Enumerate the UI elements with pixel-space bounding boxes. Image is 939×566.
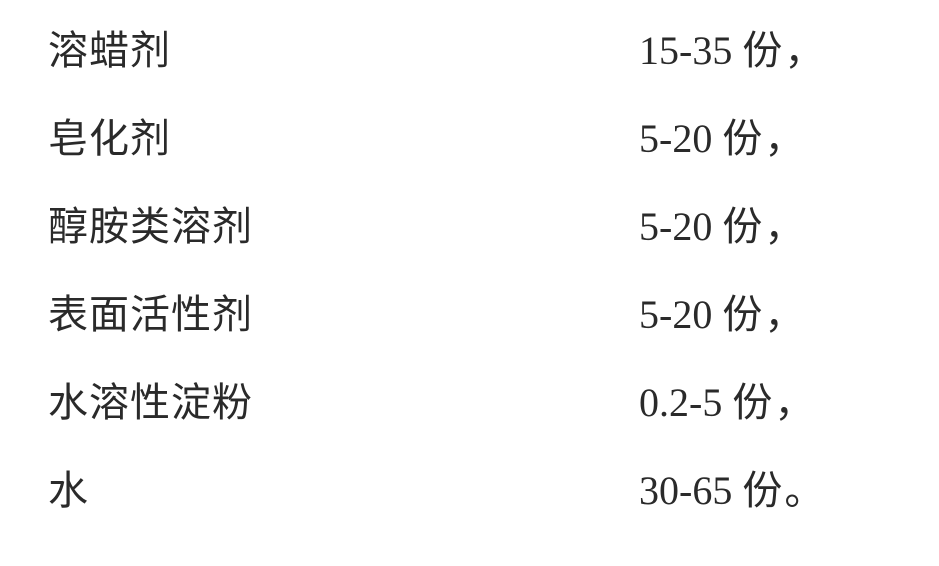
ingredient-amount: 15-35 份 xyxy=(639,18,782,76)
ingredient-amount: 5-20 份 xyxy=(639,106,762,164)
ingredient-amount: 30-65 份 xyxy=(639,458,782,516)
table-row: 水溶性淀粉 0.2-5 份 ， xyxy=(48,370,899,458)
ingredient-amount: 0.2-5 份 xyxy=(639,370,772,428)
punct: ， xyxy=(764,194,804,252)
punct: 。 xyxy=(784,458,824,516)
ingredient-amount-wrap: 5-20 份 ， xyxy=(639,282,899,340)
table-row: 表面活性剂 5-20 份 ， xyxy=(48,282,899,370)
ingredient-amount-wrap: 5-20 份 ， xyxy=(639,194,899,252)
ingredient-label: 溶蜡剂 xyxy=(48,18,171,76)
ingredient-amount-wrap: 5-20 份 ， xyxy=(639,106,899,164)
punct: ， xyxy=(784,18,824,76)
table-row: 水 30-65 份 。 xyxy=(48,458,899,546)
table-row: 溶蜡剂 15-35 份 ， xyxy=(48,18,899,106)
punct: ， xyxy=(764,106,804,164)
punct: ， xyxy=(764,282,804,340)
ingredient-label: 水溶性淀粉 xyxy=(48,370,253,428)
ingredient-label: 水 xyxy=(48,458,89,516)
ingredient-amount: 5-20 份 xyxy=(639,194,762,252)
table-row: 皂化剂 5-20 份 ， xyxy=(48,106,899,194)
ingredient-amount-wrap: 0.2-5 份 ， xyxy=(639,370,899,428)
punct: ， xyxy=(774,370,814,428)
ingredient-label: 表面活性剂 xyxy=(48,282,253,340)
ingredient-label: 醇胺类溶剂 xyxy=(48,194,253,252)
ingredient-list: 溶蜡剂 15-35 份 ， 皂化剂 5-20 份 ， 醇胺类溶剂 5-20 份 … xyxy=(0,0,939,566)
ingredient-amount-wrap: 15-35 份 ， xyxy=(639,18,899,76)
table-row: 醇胺类溶剂 5-20 份 ， xyxy=(48,194,899,282)
ingredient-amount-wrap: 30-65 份 。 xyxy=(639,458,899,516)
ingredient-amount: 5-20 份 xyxy=(639,282,762,340)
ingredient-label: 皂化剂 xyxy=(48,106,171,164)
